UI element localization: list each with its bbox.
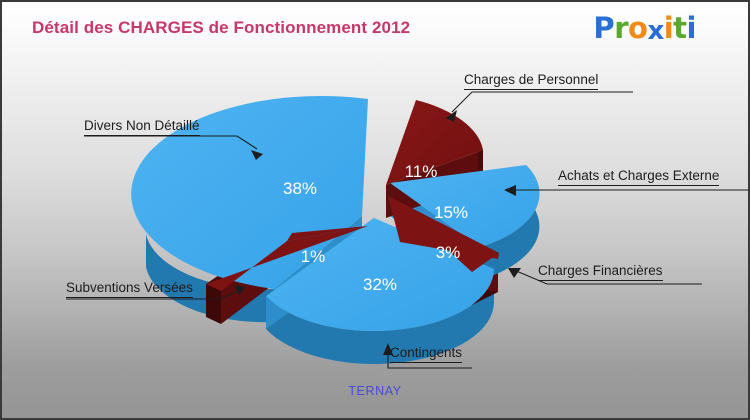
slice-top-subventions[interactable] [206, 226, 368, 291]
leader-lines [66, 91, 748, 369]
slice-top-personnel[interactable] [386, 100, 483, 185]
logo-letter-r: r [614, 11, 628, 45]
logo-letter-p: P [593, 11, 615, 45]
page-title: Détail des CHARGES de Fonctionnement 201… [32, 18, 411, 37]
slice-top-subventions-b [287, 226, 368, 241]
callout-charges-de-personnel[interactable]: Charges de Personnel [464, 72, 599, 90]
pct-label-personnel: 11% [405, 162, 438, 181]
logo-letter-i2: i [686, 11, 697, 45]
callout-achats-et-charges-externe[interactable]: Achats et Charges Externe [558, 168, 720, 186]
logo-letter-t: t [673, 11, 687, 45]
slice-top-financieres-b [388, 196, 499, 272]
logo-letter-x: x [647, 16, 664, 46]
callout-subventions-versees[interactable]: Subventions Versées [66, 280, 193, 298]
pct-label-contingents: 32% [363, 275, 397, 294]
callout-charges-financieres[interactable]: Charges Financières [538, 263, 663, 281]
leader-arrowheads [234, 110, 521, 355]
pct-label-divers: 38% [283, 179, 317, 198]
pct-label-financieres: 3% [436, 243, 461, 262]
pct-label-achats: 15% [434, 203, 468, 222]
logo-letter-o: o [628, 11, 648, 45]
callout-divers-non-detaille[interactable]: Divers Non Détaillé [84, 118, 200, 136]
proxiti-logo[interactable]: Proxiti [593, 11, 697, 46]
commune-name: TERNAY [348, 384, 402, 398]
callout-contingents[interactable]: Contingents [390, 345, 463, 363]
logo-letter-i1: i [663, 11, 674, 45]
slice-top-achats[interactable] [390, 165, 540, 247]
pct-label-subventions: 1% [301, 247, 326, 266]
